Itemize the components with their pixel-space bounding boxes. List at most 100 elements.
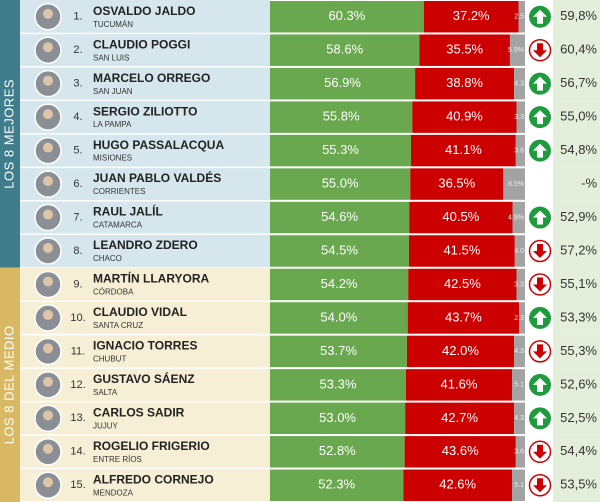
disapprove-bar (405, 402, 515, 435)
previous: 57,2% (560, 242, 597, 257)
previous: 53,5% (560, 477, 597, 492)
approve-label: 53.7% (320, 343, 357, 358)
name: CLAUDIO POGGI (93, 37, 190, 51)
approve-bar (270, 201, 410, 234)
trend-bg (527, 167, 553, 201)
photo-head (43, 75, 53, 86)
unknown-label: 3.6 (514, 449, 524, 456)
trend-down-arrow (533, 478, 547, 493)
group-label: LOS 8 DEL MEDIO (1, 325, 16, 444)
photo-head (43, 410, 53, 421)
photo-head (43, 343, 53, 354)
approve-bar (270, 369, 406, 401)
approve-bar (270, 134, 412, 167)
photo-head (43, 176, 53, 187)
approve-label: 53.3% (320, 376, 357, 391)
disapprove-label: 42.7% (441, 410, 478, 425)
unknown-label: 3.3 (514, 114, 524, 121)
province: TUCUMÁN (93, 20, 133, 29)
previous-bg (553, 435, 600, 469)
unknown-label: 3.6 (514, 147, 524, 154)
previous-bg (553, 468, 600, 502)
approve-label: 54.2% (321, 276, 358, 291)
name: HUGO PASSALACQUA (93, 138, 224, 152)
province: CÓRDOBA (93, 288, 134, 297)
unknown-label: 5.1 (514, 482, 524, 489)
approve-label: 52.3% (318, 477, 355, 492)
previous-bg (553, 234, 600, 268)
province: MISIONES (93, 154, 132, 163)
unknown-label: 4.9% (508, 214, 524, 221)
name: ROGELIO FRIGERIO (93, 439, 210, 453)
province: CATAMARCA (93, 221, 143, 230)
name: GUSTAVO SÁENZ (93, 371, 195, 386)
trend-down-arrow (533, 43, 547, 58)
approve-bar (270, 436, 405, 468)
disapprove-label: 42.6% (439, 477, 476, 492)
previous-bg (553, 133, 600, 168)
unknown-label: 2.5 (514, 14, 524, 21)
province: ENTRE RÍOS (93, 455, 142, 464)
unknown-bar (514, 402, 525, 435)
disapprove-bar (408, 235, 515, 267)
previous-bg (553, 401, 600, 436)
rank: 12. (70, 379, 85, 391)
trend-down-arrow (533, 344, 547, 359)
approve-bar (270, 402, 406, 435)
photo-head (43, 443, 53, 454)
name: RAUL JALÍL (93, 204, 163, 219)
name: CLAUDIO VIDAL (93, 305, 187, 319)
disapprove-label: 43.7% (445, 309, 482, 324)
trend-down-arrow (533, 277, 547, 292)
approve-label: 56.9% (324, 75, 361, 90)
photo-head (43, 477, 53, 488)
previous: 55,3% (560, 343, 597, 358)
unknown-label: 5.1 (514, 382, 524, 389)
previous-bg (553, 368, 600, 402)
previous-bg (553, 33, 600, 67)
unknown-bar (515, 436, 525, 468)
trend-up-arrow (533, 76, 547, 91)
disapprove-label: 40.9% (446, 109, 483, 124)
unknown-label: 8.5% (508, 181, 524, 188)
name: OSVALDO JALDO (93, 4, 195, 18)
group-band (0, 0, 20, 268)
unknown-bar (514, 235, 525, 267)
trend-up-arrow (533, 110, 547, 125)
rank: 7. (73, 211, 82, 223)
approve-bar (270, 101, 413, 133)
unknown-label: 4.3 (514, 348, 524, 355)
previous-bg (553, 267, 600, 302)
trend-up-arrow (533, 210, 547, 225)
disapprove-label: 41.5% (443, 242, 480, 257)
disapprove-bar (412, 101, 517, 133)
previous: 55,0% (560, 109, 597, 124)
disapprove-label: 37.2% (453, 8, 490, 23)
name: IGNACIO TORRES (93, 339, 197, 353)
disapprove-bar (423, 1, 519, 33)
previous-bg (553, 0, 600, 34)
rank: 6. (73, 178, 82, 190)
disapprove-bar (415, 67, 515, 100)
trend-up-arrow (533, 9, 547, 24)
name: CARLOS SADIR (93, 406, 185, 420)
unknown-bar (516, 268, 525, 301)
province: MENDOZA (93, 488, 134, 497)
trend-up-arrow (533, 143, 547, 158)
disapprove-label: 41.6% (441, 376, 478, 391)
rank: 10. (70, 312, 85, 324)
photo-head (43, 243, 53, 253)
photo-head (43, 309, 53, 320)
previous-bg (553, 200, 600, 235)
approve-bar (270, 67, 416, 100)
unknown-bar (509, 34, 525, 66)
trend-up-arrow (533, 411, 547, 426)
unknown-bar (516, 101, 525, 133)
disapprove-bar (409, 201, 513, 234)
disapprove-label: 36.5% (438, 176, 475, 191)
previous: 54,4% (560, 443, 597, 458)
previous: 54,8% (560, 142, 597, 157)
trend-up-arrow (533, 377, 547, 392)
name: MARCELO ORREGO (93, 71, 210, 85)
disapprove-label: 42.0% (442, 343, 479, 358)
